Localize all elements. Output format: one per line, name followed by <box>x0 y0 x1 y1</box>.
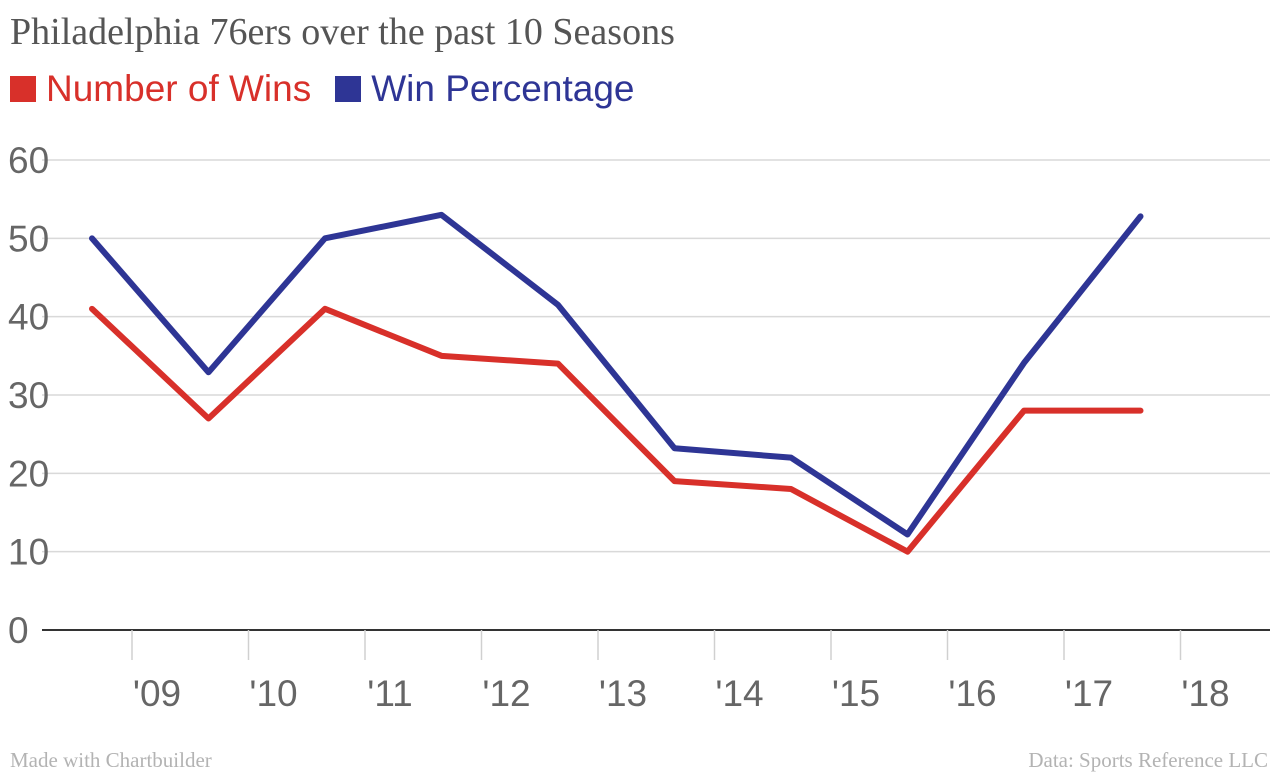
x-tick-label: '16 <box>948 673 996 714</box>
grid-lines <box>42 159 1270 631</box>
y-tick-label: 0 <box>8 610 29 651</box>
y-tick-label: 40 <box>8 297 49 338</box>
x-tick-label: '11 <box>367 673 412 714</box>
legend-swatch <box>335 76 362 102</box>
y-tick-label: 60 <box>8 140 49 181</box>
x-tick-label: '18 <box>1181 673 1229 714</box>
legend-swatch <box>10 76 36 102</box>
x-tick-label: '10 <box>249 673 297 714</box>
legend-item-1: Number of Wins <box>10 68 311 110</box>
legend-label: Win Percentage <box>371 68 635 109</box>
y-tick-label: 30 <box>8 375 49 416</box>
y-tick-label: 50 <box>8 218 49 259</box>
x-tick-label: '13 <box>599 673 647 714</box>
y-axis-tick-labels: 0 10 20 30 40 50 60 <box>8 140 49 651</box>
series-lines <box>89 211 1144 555</box>
footer-credit: Made with Chartbuilder <box>10 748 212 772</box>
y-tick-label: 10 <box>8 532 49 573</box>
x-axis-ticks: '09 '10 '11 '12 '13 '14 '15 '16 '17 '18 <box>131 630 1230 714</box>
series-line-1 <box>89 305 1144 555</box>
legend: Number of Wins Win Percentage <box>10 68 658 110</box>
chart-title: Philadelphia 76ers over the past 10 Seas… <box>10 11 675 53</box>
x-tick-label: '09 <box>133 673 181 714</box>
legend-label: Number of Wins <box>46 68 312 109</box>
legend-item-2: Win Percentage <box>335 68 634 110</box>
footer-source: Data: Sports Reference LLC <box>1028 748 1268 772</box>
x-tick-label: '17 <box>1065 673 1113 714</box>
series-line-2 <box>89 211 1144 538</box>
y-tick-label: 20 <box>8 453 49 494</box>
x-tick-label: '12 <box>482 673 530 714</box>
x-tick-label: '15 <box>832 673 880 714</box>
x-tick-label: '14 <box>715 673 763 714</box>
